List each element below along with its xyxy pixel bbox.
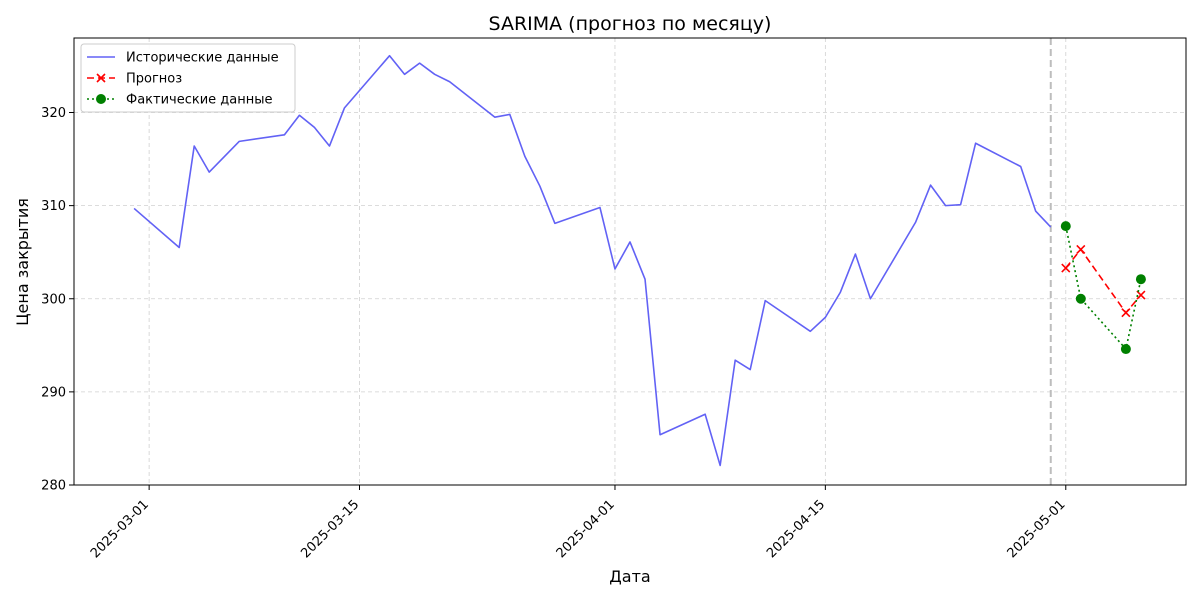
legend-label: Фактические данные bbox=[126, 93, 273, 108]
legend-entry: Исторические данные bbox=[87, 51, 279, 66]
legend-entry: Прогноз bbox=[87, 72, 182, 87]
series-line bbox=[1065, 248, 1142, 314]
legend: Исторические данные Прогноз Фактические да… bbox=[80, 43, 296, 113]
data-point bbox=[1076, 244, 1086, 254]
legend-label: Исторические данные bbox=[126, 51, 279, 66]
legend-marker bbox=[96, 73, 106, 83]
x-tick-label: 2025-05-01 bbox=[1005, 497, 1069, 561]
x-tick-label: 2025-03-01 bbox=[88, 497, 152, 561]
data-point bbox=[1121, 308, 1131, 318]
legend-marker bbox=[96, 94, 106, 104]
x-tick-label: 2025-03-15 bbox=[298, 497, 362, 561]
data-point bbox=[1136, 290, 1146, 300]
series-line bbox=[133, 54, 1052, 467]
x-tick-label: 2025-04-01 bbox=[554, 497, 618, 561]
legend-entry: Фактические данные bbox=[87, 93, 273, 108]
y-axis-ticks: 280 290 300 310 320 bbox=[41, 106, 74, 494]
plot-frame bbox=[73, 37, 1187, 486]
x-axis-ticks: 2025-03-01 2025-03-15 2025-04-01 2025-04-15… bbox=[88, 485, 1069, 561]
data-point bbox=[1120, 344, 1131, 355]
y-tick-label: 320 bbox=[41, 106, 66, 121]
y-tick-label: 280 bbox=[41, 479, 66, 494]
y-axis-label: Цена закрытия bbox=[13, 198, 32, 326]
series-0 bbox=[133, 54, 1052, 467]
series-group bbox=[133, 54, 1146, 467]
data-point bbox=[1060, 221, 1071, 232]
series-2 bbox=[1060, 221, 1146, 355]
y-tick-label: 300 bbox=[41, 292, 66, 307]
data-point bbox=[1075, 293, 1086, 304]
legend-box bbox=[80, 43, 296, 113]
chart-title: SARIMA (прогноз по месяцу) bbox=[489, 13, 772, 35]
legend-label: Прогноз bbox=[126, 72, 182, 87]
series-line bbox=[1064, 225, 1142, 350]
y-tick-label: 290 bbox=[41, 385, 66, 400]
y-tick-label: 310 bbox=[41, 199, 66, 214]
series-1 bbox=[1061, 244, 1146, 318]
x-tick-label: 2025-04-15 bbox=[764, 497, 828, 561]
data-point bbox=[1135, 274, 1146, 285]
data-point bbox=[1061, 263, 1071, 273]
x-axis-label: Дата bbox=[609, 567, 650, 586]
